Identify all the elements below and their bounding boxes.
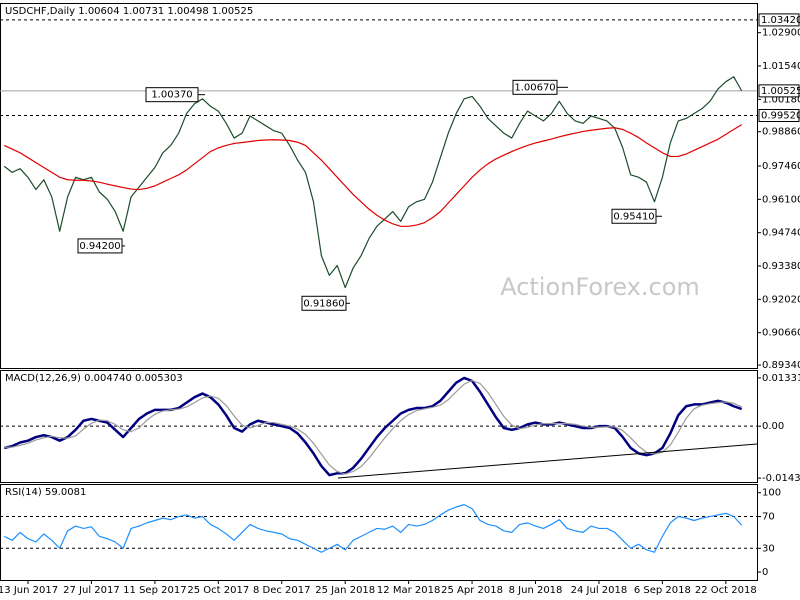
y-tick-label: 70 bbox=[762, 512, 775, 523]
panel-title: RSI(14) 59.0081 bbox=[5, 487, 86, 498]
series-line bbox=[3, 504, 743, 553]
x-tick-label: 8 Jun 2018 bbox=[509, 585, 563, 596]
y-tick-label: 0 bbox=[762, 567, 768, 578]
y-tick-label: 0.92020 bbox=[762, 294, 800, 305]
y-tick-label: -0.014323 bbox=[762, 473, 800, 484]
panel-title: MACD(12,26,9) 0.004740 0.005303 bbox=[5, 373, 183, 384]
y-tick-label: 1.00180 bbox=[762, 94, 800, 105]
x-tick-label: 25 Oct 2017 bbox=[187, 585, 249, 596]
annotation-box bbox=[611, 208, 657, 224]
panel-frame bbox=[0, 484, 758, 581]
annotation-label: 0.91860 bbox=[303, 298, 344, 309]
panel-frame bbox=[0, 3, 758, 369]
x-tick-label: 6 Sep 2018 bbox=[634, 585, 691, 596]
annotation-box bbox=[512, 79, 558, 95]
series-line bbox=[4, 379, 742, 475]
y-tick-label: 1.02900 bbox=[762, 28, 800, 39]
y-tick-label: 0.96100 bbox=[762, 194, 800, 205]
y-tick-label: 0.97460 bbox=[762, 161, 800, 172]
y-tick-label: 0.98860 bbox=[762, 127, 800, 138]
trendline bbox=[337, 443, 758, 479]
panel-title: USDCHF,Daily 1.00604 1.00731 1.00498 1.0… bbox=[5, 6, 253, 17]
x-tick-label: 25 Jan 2018 bbox=[315, 585, 375, 596]
y-tick-label: 0.94740 bbox=[762, 228, 800, 239]
y-tick-label: 0.93380 bbox=[762, 261, 800, 272]
annotation-box bbox=[145, 87, 199, 103]
x-tick-label: 11 Sep 2017 bbox=[123, 585, 186, 596]
y-tick-label: 0.90660 bbox=[762, 328, 800, 339]
x-tick-label: 22 Oct 2018 bbox=[695, 585, 757, 596]
x-tick-label: 24 Jul 2018 bbox=[571, 585, 628, 596]
series-line bbox=[3, 124, 743, 227]
level-label-box bbox=[758, 109, 800, 123]
level-label: 1.03420 bbox=[761, 15, 800, 26]
y-tick-label: 100 bbox=[762, 488, 781, 499]
x-tick-label: 13 Jun 2017 bbox=[0, 585, 58, 596]
x-tick-label: 25 Apr 2018 bbox=[441, 585, 503, 596]
watermark: ActionForex.com bbox=[500, 273, 700, 301]
annotation-label: 1.00670 bbox=[514, 82, 555, 93]
y-tick-label: 1.01540 bbox=[762, 61, 800, 72]
x-tick-label: 12 Mar 2018 bbox=[377, 585, 440, 596]
level-label: 0.99520 bbox=[761, 111, 800, 122]
series-line bbox=[3, 76, 743, 289]
y-tick-label: 0.89340 bbox=[762, 360, 800, 371]
annotation-label: 0.94200 bbox=[79, 241, 120, 252]
y-tick-label: 30 bbox=[762, 543, 775, 554]
x-tick-label: 8 Dec 2017 bbox=[253, 585, 311, 596]
series-line bbox=[3, 376, 743, 477]
level-label: 1.00525 bbox=[761, 86, 800, 97]
level-label-box bbox=[758, 84, 800, 98]
annotation-box bbox=[77, 238, 123, 254]
x-tick-label: 27 Jul 2017 bbox=[63, 585, 120, 596]
annotation-label: 0.95410 bbox=[613, 211, 654, 222]
y-tick-label: 0.00 bbox=[762, 421, 784, 432]
y-tick-label: 0.013319 bbox=[762, 373, 800, 384]
level-label-box bbox=[758, 13, 800, 27]
annotation-box bbox=[301, 295, 347, 311]
annotation-label: 1.00370 bbox=[151, 90, 192, 101]
